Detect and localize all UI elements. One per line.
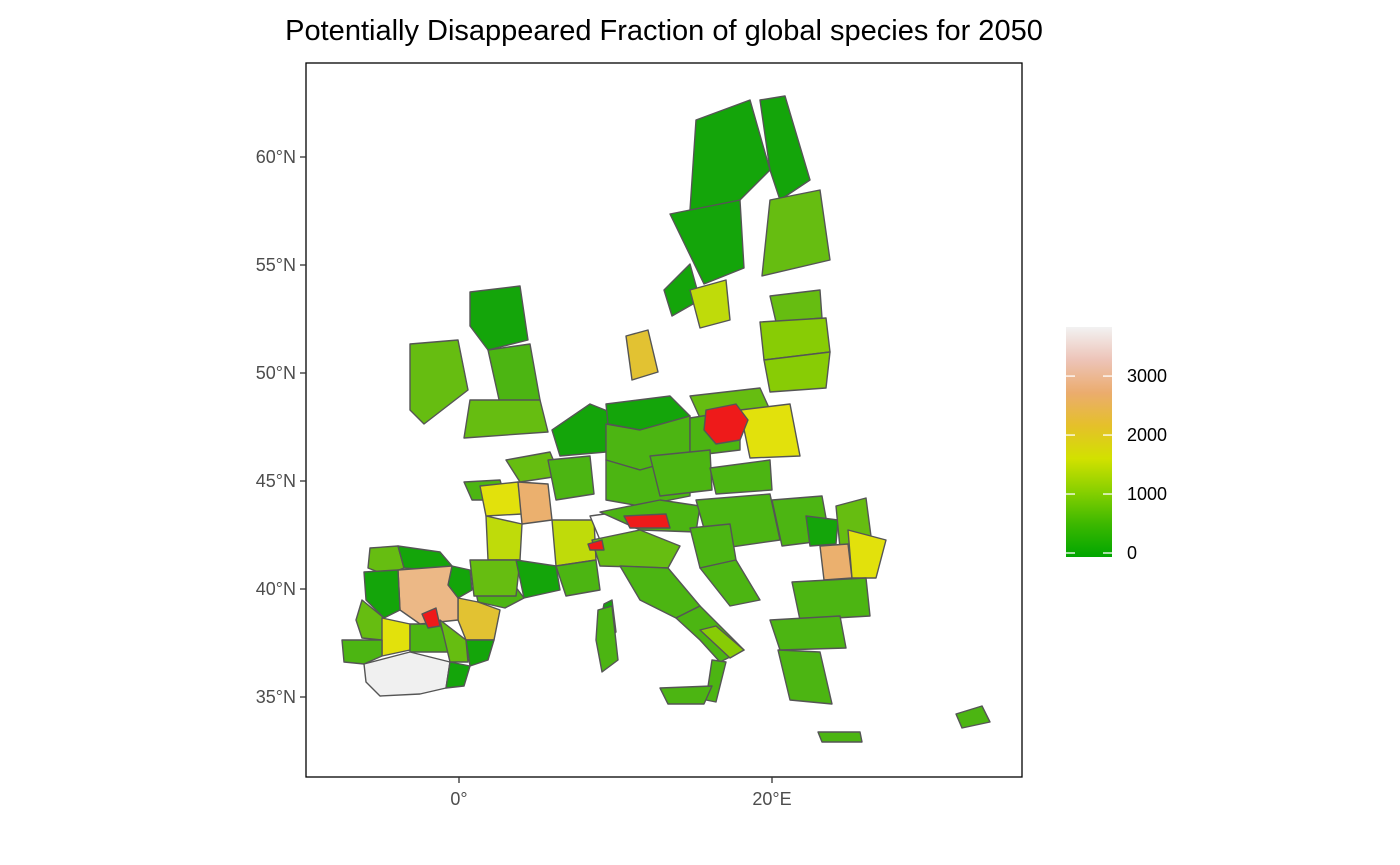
region-fr-burgundy (517, 481, 553, 525)
x-tick-label: 20°E (752, 789, 791, 809)
region-crete (817, 731, 863, 743)
region-it-north (591, 529, 681, 569)
legend-label: 1000 (1127, 484, 1167, 504)
region-madrid-hotspot (421, 607, 441, 629)
region-cyprus (955, 705, 991, 729)
region-fr-aquitaine (469, 559, 521, 597)
x-tick-label: 0° (450, 789, 467, 809)
y-tick-label: 35°N (256, 687, 296, 707)
region-castilla-mancha (439, 619, 469, 663)
region-portugal-north (363, 569, 401, 619)
region-fr-centre (479, 481, 523, 517)
color-legend: 0 1000 2000 3000 (1066, 327, 1167, 563)
region-uk-south (463, 399, 549, 439)
region-lithuania (763, 351, 831, 393)
region-sweden-south (689, 279, 731, 329)
region-fr-east (547, 455, 595, 501)
region-sardinia (595, 605, 619, 673)
region-greece-north (769, 615, 847, 651)
region-fr-west (485, 515, 523, 561)
region-pl-east (739, 403, 801, 459)
chart-title: Potentially Disappeared Fraction of glob… (285, 15, 1043, 47)
region-denmark (625, 329, 659, 381)
region-greece-south (777, 649, 833, 705)
region-finland-south (761, 189, 831, 277)
region-czechia (649, 449, 713, 497)
region-it-heel (699, 625, 745, 659)
region-romania-centre (805, 515, 839, 547)
region-andalusia (363, 651, 451, 697)
region-austria-hotspot (623, 513, 671, 529)
region-finland-north (759, 95, 811, 201)
region-it-north-hotspot (587, 539, 605, 551)
legend-colorbar (1066, 327, 1112, 557)
region-pl-hotspot (703, 403, 749, 445)
region-slovakia (709, 459, 773, 495)
legend-label: 2000 (1127, 425, 1167, 445)
legend-label: 0 (1127, 543, 1137, 563)
legend-label: 3000 (1127, 366, 1167, 386)
y-tick-label: 50°N (256, 363, 296, 383)
region-sicily (659, 685, 713, 705)
region-sweden-north (689, 99, 771, 211)
y-tick-label: 60°N (256, 147, 296, 167)
region-murcia (445, 661, 471, 689)
region-portugal-centre (355, 599, 385, 641)
region-fr-provence (555, 559, 601, 597)
y-tick-label: 45°N (256, 471, 296, 491)
y-tick-label: 55°N (256, 255, 296, 275)
region-romania-south (819, 543, 853, 581)
region-estonia (769, 289, 823, 323)
map-regions (341, 95, 991, 743)
region-croatia-coast (699, 559, 761, 607)
region-ireland (409, 339, 469, 425)
y-tick-label: 40°N (256, 579, 296, 599)
region-castilla-leon (397, 565, 459, 625)
axis-ticks: 35°N 40°N 45°N 50°N 55°N 60°N 0° 20°E (256, 147, 792, 809)
region-portugal-south (341, 639, 383, 665)
region-extremadura (381, 617, 411, 657)
region-uk-scotland (469, 285, 529, 351)
region-fr-south (515, 559, 561, 599)
region-romania-southeast (847, 529, 887, 579)
region-valencia (465, 639, 495, 667)
region-bulgaria (791, 577, 871, 621)
